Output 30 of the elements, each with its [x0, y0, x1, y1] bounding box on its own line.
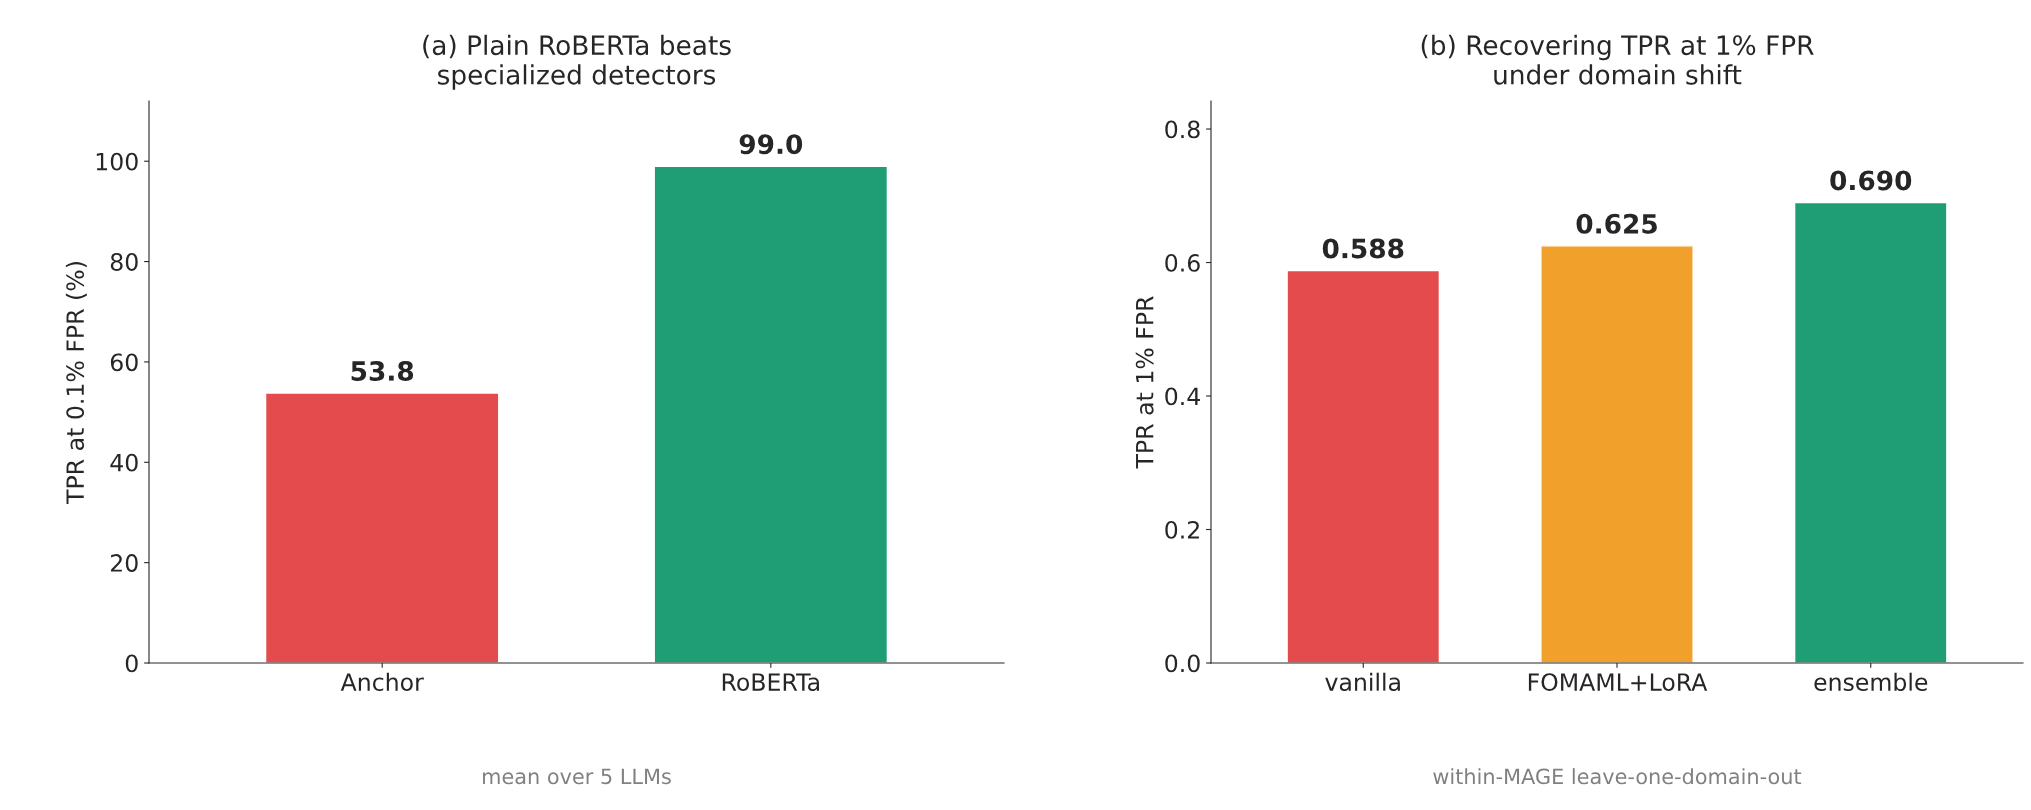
- data-label: 0.625: [1576, 213, 1657, 234]
- bar: [1793, 201, 1948, 663]
- data-label: 0.690: [1830, 170, 1912, 191]
- bar: [1286, 269, 1441, 663]
- data-label: 0.588: [1322, 238, 1404, 259]
- y-tick-label: 0.8: [1165, 120, 1200, 139]
- chart-title: (b) Recovering TPR at 1% FPR under domain shift: [1421, 34, 1814, 85]
- y-tick-label: 40: [110, 453, 138, 472]
- y-tick-label: 0.4: [1165, 387, 1200, 406]
- x-tick-label: ensemble: [1814, 672, 1928, 691]
- y-tick-label: 0.2: [1165, 520, 1199, 539]
- y-tick-label: 60: [110, 353, 138, 372]
- bar: [1540, 245, 1694, 663]
- x-tick-label: vanilla: [1325, 672, 1400, 691]
- y-tick-label: 80: [110, 253, 138, 271]
- chart-title: (a) Plain RoBERTa beats specialized detectors: [423, 34, 731, 90]
- y-tick-label: 100: [96, 152, 138, 171]
- y-axis-title: TPR at 1% FPR: [1135, 296, 1154, 469]
- x-tick-label: FOMAML+LoRA: [1528, 673, 1708, 691]
- x-tick-label: Anchor: [340, 672, 424, 691]
- y-axis-title: TPR at 0.1% FPR (%): [65, 262, 87, 504]
- x-tick-label: RoBERTa: [722, 673, 819, 691]
- y-tick-label: 0: [125, 654, 138, 673]
- data-label: 99.0: [739, 134, 803, 155]
- y-tick-label: 0.0: [1165, 654, 1200, 673]
- data-label: 53.8: [351, 361, 414, 381]
- text: mean over 5 LLMs: [483, 768, 671, 785]
- y-tick-label: 20: [110, 554, 138, 572]
- text: within-MAGE leave-one-domain-out: [1433, 768, 1802, 785]
- y-tick-label: 0.6: [1165, 253, 1200, 272]
